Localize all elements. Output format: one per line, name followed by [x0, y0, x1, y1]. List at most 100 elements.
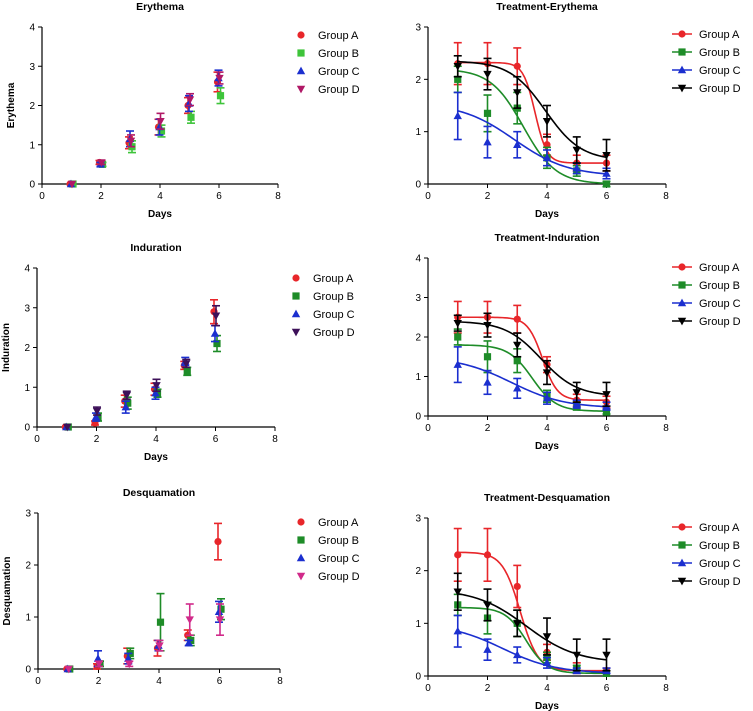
chart-5-y-tick-label: 2: [415, 566, 421, 577]
chart-2-x-tick-label: 8: [272, 434, 278, 445]
chart-3-x-tick-label: 0: [425, 423, 431, 434]
chart-1-legend-label: Group C: [699, 65, 741, 77]
erythema-chart: Erythema 0 2 4 6 8 0 1 2 3 4 Days Erythema Group A Gro…: [6, 1, 360, 220]
chart-0-data-point: [126, 137, 136, 146]
chart-5-data-point: [602, 651, 611, 660]
chart-4-legend-label: Group C: [318, 553, 360, 565]
chart-0-y-tick-label: 1: [29, 140, 35, 151]
chart-3-data-point: [513, 383, 522, 392]
chart-0-series-0: [66, 71, 222, 188]
chart-0-data-point: [157, 127, 166, 135]
chart-3-data-point: [483, 353, 492, 361]
chart-2-data-point: [152, 382, 161, 390]
chart-2-data-point: [182, 360, 191, 368]
chart-4-legend-label: Group A: [318, 517, 359, 529]
desquamation-chart: Desquamation 0 2 4 6 8 0 1 2 3 Desquamation Group A…: [2, 487, 360, 687]
chart-5-series-3: [453, 572, 611, 672]
chart-4-y-tick-label: 3: [25, 509, 31, 520]
chart-5-series-2-curve: [457, 630, 607, 674]
chart-2-data-point: [124, 399, 132, 407]
chart-0-series-3: [67, 71, 224, 189]
chart-3-y-tick-label: 2: [415, 333, 421, 344]
chart-3-x-tick-label: 2: [485, 423, 491, 434]
chart-0-x-tick-label: 2: [98, 191, 104, 202]
chart-5-series-1-curve: [457, 606, 607, 675]
chart-5-y-tick-label: 3: [415, 514, 421, 525]
chart-3-y-tick-label: 1: [415, 372, 421, 383]
chart-0-series-2: [66, 69, 223, 188]
chart-4-y-tick-label: 0: [25, 665, 31, 676]
chart-0-data-point: [97, 159, 106, 167]
chart-2-series-3: [63, 304, 221, 432]
chart-1-series-0-curve: [457, 61, 607, 164]
chart-2-y-label: Induration: [1, 323, 12, 372]
chart-1-y-tick-label: 1: [415, 127, 421, 138]
induration-chart: Induration 0 2 4 6 8 0 1 2 3 4 Days Induration Group …: [1, 242, 355, 463]
chart-3-data-point: [513, 357, 521, 365]
chart-1-data-point: [483, 70, 492, 79]
chart-4-data-point: [124, 654, 133, 662]
chart-3-legend-item: Group C: [672, 298, 741, 310]
chart-2-legend-item: Group B: [292, 291, 354, 303]
chart-2-data-point: [63, 423, 72, 432]
chart-2-x-tick-label: 0: [34, 434, 40, 445]
chart-2-y-tick-label: 4: [24, 264, 30, 275]
chart-0-legend-item: Group C: [296, 66, 360, 78]
chart-3-data-point: [542, 393, 552, 402]
chart-1-x-tick-label: 6: [604, 191, 610, 202]
chart-1-data-point: [572, 163, 581, 172]
chart-5-series-3-curve: [457, 592, 607, 661]
chart-0-y-tick-label: 3: [29, 62, 35, 73]
chart-3-series-2-curve: [457, 362, 607, 408]
chart-1-data-point: [453, 63, 462, 71]
chart-2-legend-label: Group C: [313, 309, 355, 321]
chart-4-title: Desquamation: [123, 487, 195, 499]
chart-2-data-point: [210, 329, 220, 337]
chart-2-legend-marker: [292, 274, 300, 282]
chart-4-legend-label: Group D: [318, 571, 360, 583]
chart-4-data-point: [94, 660, 104, 669]
chart-1-data-point: [483, 109, 492, 117]
chart-2-title: Induration: [130, 242, 181, 254]
chart-2-legend-label: Group A: [313, 273, 354, 285]
chart-5-data-point: [542, 633, 552, 641]
chart-3-legend-marker: [678, 263, 686, 271]
chart-0-y-tick-label: 0: [29, 180, 35, 191]
chart-5-legend-label: Group C: [699, 558, 741, 570]
chart-1-title: Treatment-Erythema: [496, 1, 598, 13]
chart-1-data-point: [602, 180, 611, 188]
chart-4-data-point: [184, 638, 193, 647]
chart-5-data-point: [483, 601, 492, 610]
chart-1-data-point: [513, 89, 522, 97]
chart-2-data-point: [121, 402, 130, 411]
chart-4-legend-marker: [296, 553, 306, 562]
chart-1-data-point: [483, 137, 492, 146]
chart-3-series-1: [453, 328, 611, 416]
treatment-erythema-chart: Treatment-Erythema 0 2 4 6 8 0 1 2 3 Days Group A Gr…: [415, 1, 741, 220]
chart-5-legend-marker: [677, 577, 687, 586]
chart-1-legend-item: Group C: [672, 65, 741, 77]
chart-1-x-tick-label: 0: [425, 191, 431, 202]
chart-1-data-point: [513, 140, 522, 148]
chart-4-series-1: [66, 592, 225, 673]
chart-5-data-point: [513, 650, 522, 659]
chart-0-legend-label: Group A: [318, 30, 359, 42]
chart-3-legend-label: Group A: [699, 262, 740, 274]
chart-5-legend-label: Group A: [699, 522, 740, 534]
chart-5-series-0: [453, 527, 611, 675]
chart-5-legend-item: Group A: [672, 522, 740, 534]
chart-4-data-point: [156, 618, 165, 626]
chart-3-y-tick-label: 0: [415, 412, 421, 423]
chart-1-legend-label: Group D: [699, 83, 741, 95]
chart-1-y-tick-label: 2: [415, 75, 421, 86]
chart-4-data-point: [214, 538, 222, 546]
chart-0-data-point: [187, 113, 195, 121]
chart-5-legend-item: Group B: [672, 540, 740, 552]
chart-3-y-tick-label: 3: [415, 293, 421, 304]
chart-1-y-tick-label: 3: [415, 23, 421, 34]
chart-2-series-0: [61, 299, 218, 431]
chart-0-x-tick-label: 8: [275, 191, 281, 202]
chart-3-legend-label: Group D: [699, 316, 741, 328]
chart-0-legend-marker: [297, 31, 305, 39]
chart-5-data-point: [513, 620, 522, 628]
